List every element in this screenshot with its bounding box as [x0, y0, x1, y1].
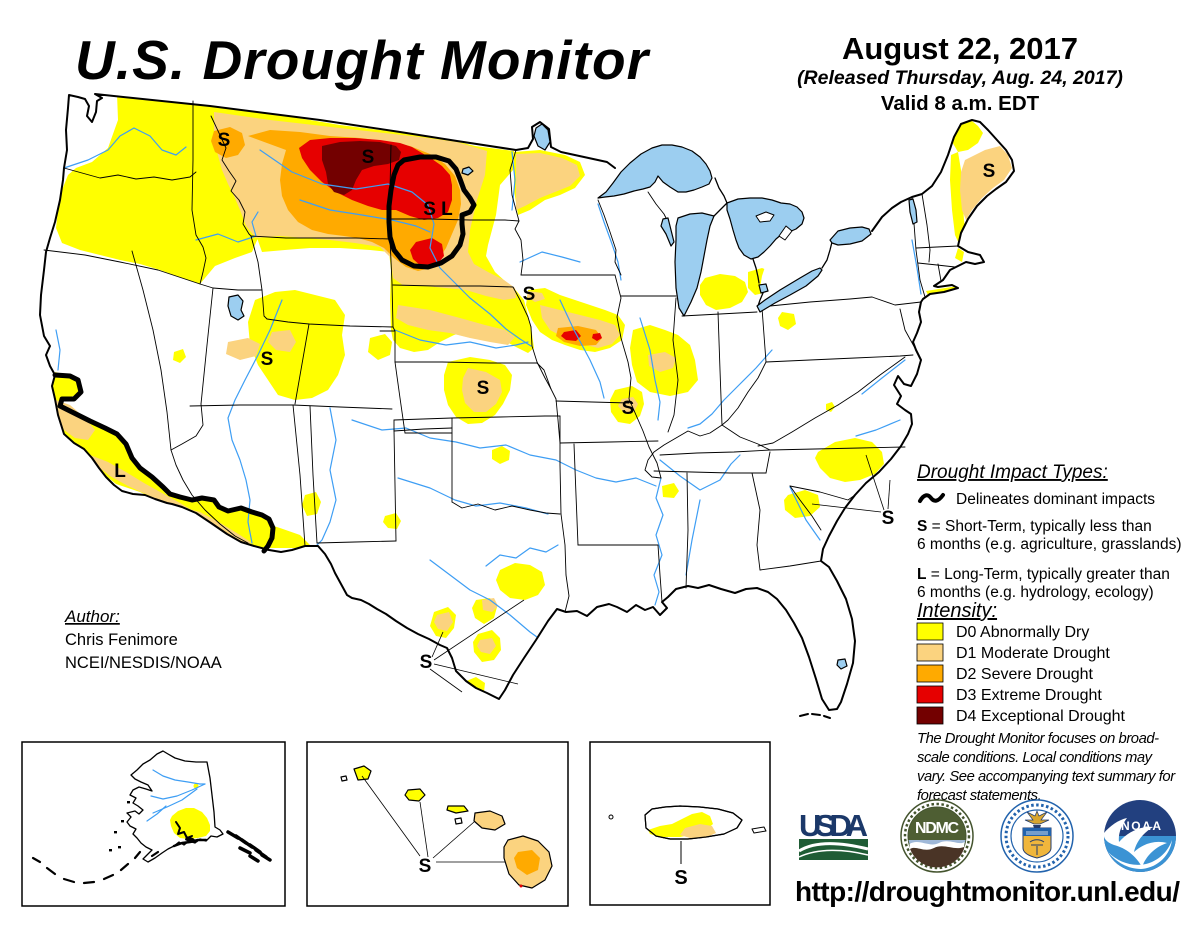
svg-text:NDMC: NDMC — [915, 820, 959, 837]
svg-text:S: S — [477, 378, 490, 399]
svg-text:forecast statements.: forecast statements. — [917, 788, 1041, 804]
svg-text:S: S — [420, 652, 433, 673]
svg-text:S: S — [622, 398, 635, 419]
svg-text:L: L — [114, 461, 126, 482]
svg-text:S L: S L — [423, 199, 453, 220]
svg-text:U.S. Drought Monitor: U.S. Drought Monitor — [75, 29, 651, 91]
svg-text:Author:: Author: — [64, 607, 120, 626]
svg-text:August 22, 2017: August 22, 2017 — [842, 31, 1078, 66]
svg-text:Drought Impact Types:: Drought Impact Types: — [917, 462, 1108, 483]
svg-text:D3 Extreme Drought: D3 Extreme Drought — [956, 687, 1102, 704]
svg-text:S: S — [523, 284, 536, 305]
svg-text:USDA: USDA — [799, 808, 868, 843]
svg-text:S: S — [419, 856, 432, 877]
svg-text:S: S — [882, 508, 895, 529]
svg-text:(Released Thursday, Aug. 24, 2: (Released Thursday, Aug. 24, 2017) — [797, 67, 1123, 89]
svg-text:D2 Severe Drought: D2 Severe Drought — [956, 666, 1094, 683]
svg-text:NOAA: NOAA — [1121, 819, 1161, 833]
svg-text:Delineates dominant impacts: Delineates dominant impacts — [956, 491, 1155, 508]
svg-text:Intensity:: Intensity: — [917, 600, 997, 622]
svg-text:The Drought Monitor focuses on: The Drought Monitor focuses on broad- — [917, 731, 1159, 747]
svg-text:http://droughtmonitor.unl.edu/: http://droughtmonitor.unl.edu/ — [795, 876, 1180, 907]
svg-text:6 months (e.g. hydrology, ecol: 6 months (e.g. hydrology, ecology) — [917, 584, 1154, 601]
svg-text:S = Short-Term, typically less: S = Short-Term, typically less than — [917, 518, 1152, 535]
svg-text:S: S — [362, 147, 375, 168]
svg-text:D0 Abnormally Dry: D0 Abnormally Dry — [956, 624, 1089, 641]
svg-text:6 months (e.g. agriculture, gr: 6 months (e.g. agriculture, grasslands) — [917, 536, 1181, 553]
svg-text:D4 Exceptional Drought: D4 Exceptional Drought — [956, 708, 1126, 725]
svg-text:Chris Fenimore: Chris Fenimore — [65, 631, 178, 649]
svg-text:S: S — [261, 349, 274, 370]
svg-text:vary. See accompanying text su: vary. See accompanying text summary for — [917, 769, 1176, 785]
svg-text:D1 Moderate Drought: D1 Moderate Drought — [956, 645, 1110, 662]
svg-text:Valid 8 a.m. EDT: Valid 8 a.m. EDT — [881, 92, 1040, 115]
svg-text:L = Long-Term, typically great: L = Long-Term, typically greater than — [917, 566, 1170, 583]
svg-text:NCEI/NESDIS/NOAA: NCEI/NESDIS/NOAA — [65, 654, 222, 672]
svg-text:S: S — [674, 867, 687, 889]
svg-text:S: S — [983, 161, 996, 182]
svg-text:S: S — [218, 130, 231, 151]
svg-text:scale conditions. Local condit: scale conditions. Local conditions may — [917, 750, 1154, 766]
